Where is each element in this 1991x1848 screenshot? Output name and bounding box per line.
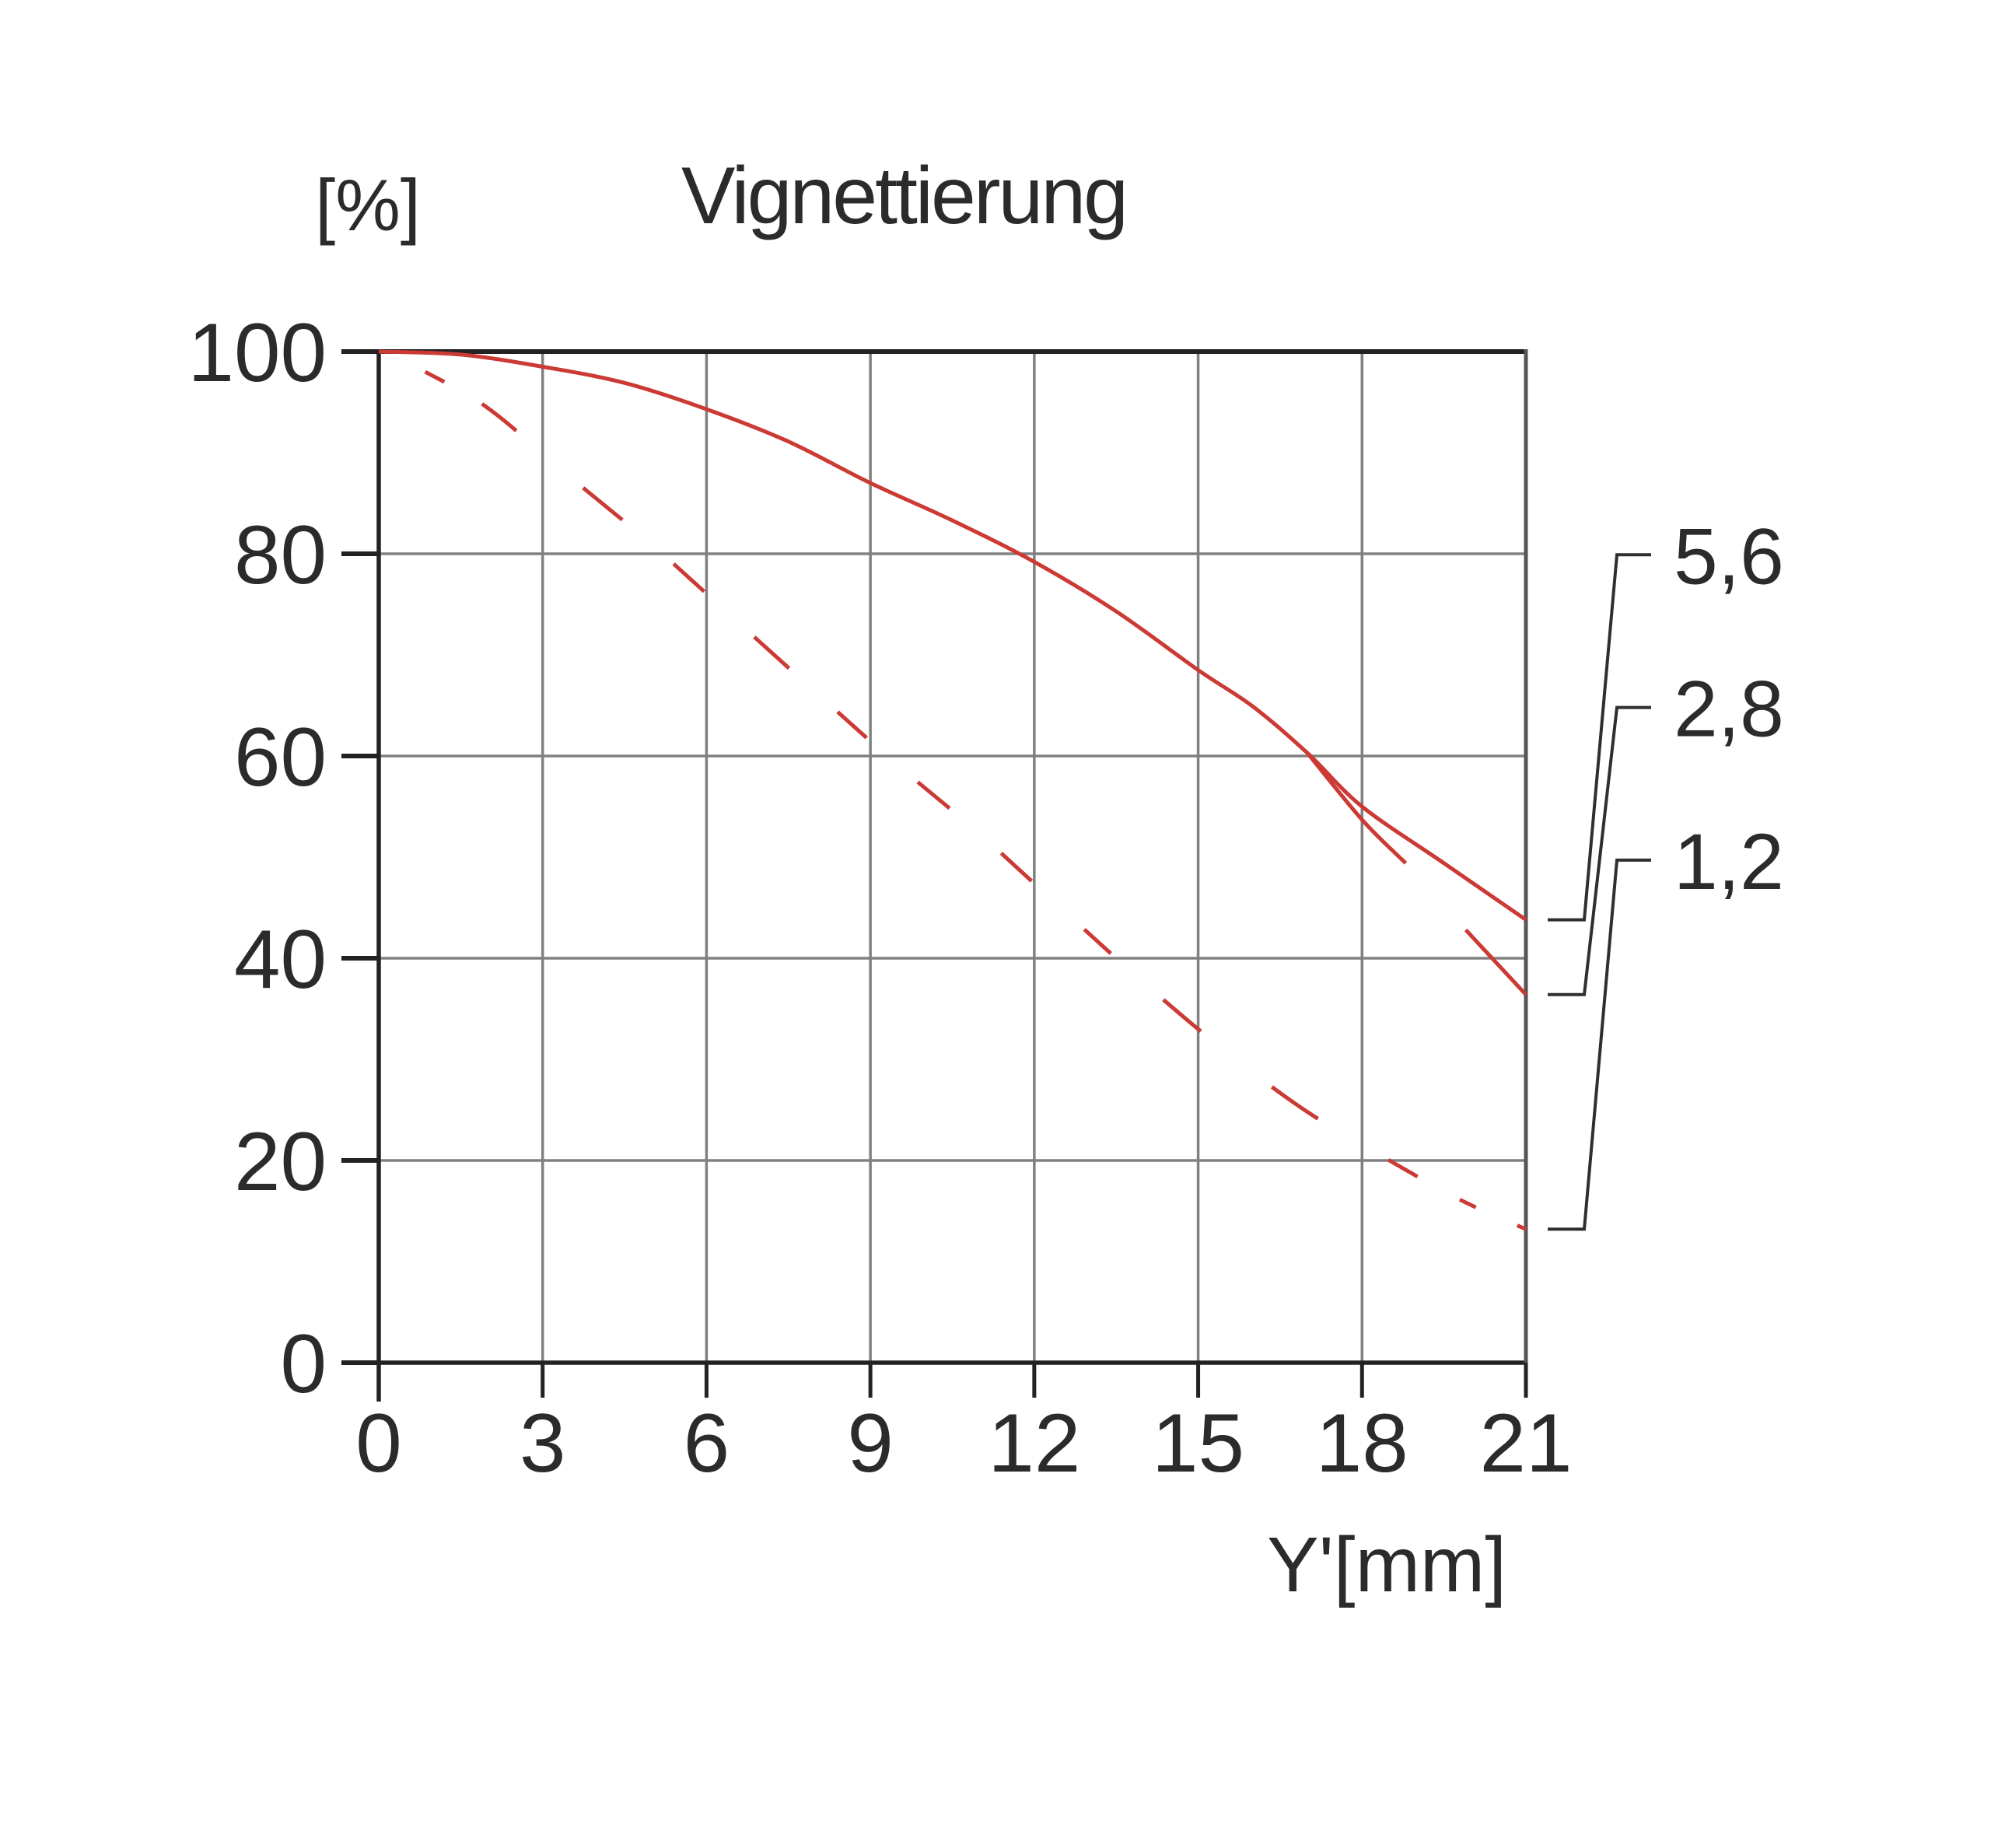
- curve-5-6: [378, 349, 1527, 922]
- x-tick-label-6: 6: [684, 1396, 730, 1489]
- x-axis-label: Y'[mm]: [1267, 1521, 1506, 1608]
- curve-2-8: [1306, 751, 1408, 865]
- x-tick-label-15: 15: [1152, 1396, 1244, 1489]
- series-label-1-2: 1,2: [1674, 817, 1784, 906]
- y-tick-label-20: 20: [234, 1115, 327, 1208]
- y-tick-label-80: 80: [234, 508, 327, 601]
- data-curves: [378, 349, 1527, 1231]
- series-label-2-8: 2,8: [1674, 665, 1784, 754]
- series-label-5-6: 5,6: [1674, 512, 1784, 600]
- y-tick-label-100: 100: [187, 306, 327, 399]
- y-tick-label-0: 0: [280, 1317, 327, 1410]
- grid-lines: [379, 352, 1526, 1363]
- leader-line-5-6: [1548, 553, 1651, 922]
- x-tick-label-18: 18: [1316, 1396, 1408, 1489]
- leader-lines: [1548, 553, 1651, 1231]
- axis-ticks: [341, 349, 1528, 1398]
- series-labels: 5,6 2,8 1,2: [1674, 512, 1784, 906]
- chart-title: Vignettierung: [681, 151, 1126, 241]
- x-tick-label-9: 9: [847, 1396, 894, 1489]
- leader-line-1-2: [1548, 858, 1651, 1231]
- x-tick-label-21: 21: [1479, 1396, 1572, 1489]
- leader-line-2-8: [1548, 705, 1651, 996]
- y-axis-unit-label: [%]: [315, 164, 421, 246]
- x-tick-label-3: 3: [520, 1396, 566, 1489]
- curve-2-8: [1464, 928, 1527, 996]
- plot-border: [341, 349, 1528, 1402]
- curve-1-2: [424, 369, 1527, 1231]
- y-tick-label-40: 40: [234, 912, 327, 1006]
- x-tick-label-0: 0: [355, 1396, 402, 1489]
- y-tick-label-60: 60: [234, 710, 327, 803]
- x-tick-label-12: 12: [988, 1396, 1080, 1489]
- tick-labels: 100 80 60 40 20 00 3 6 9 12 15 18 21: [187, 306, 1572, 1489]
